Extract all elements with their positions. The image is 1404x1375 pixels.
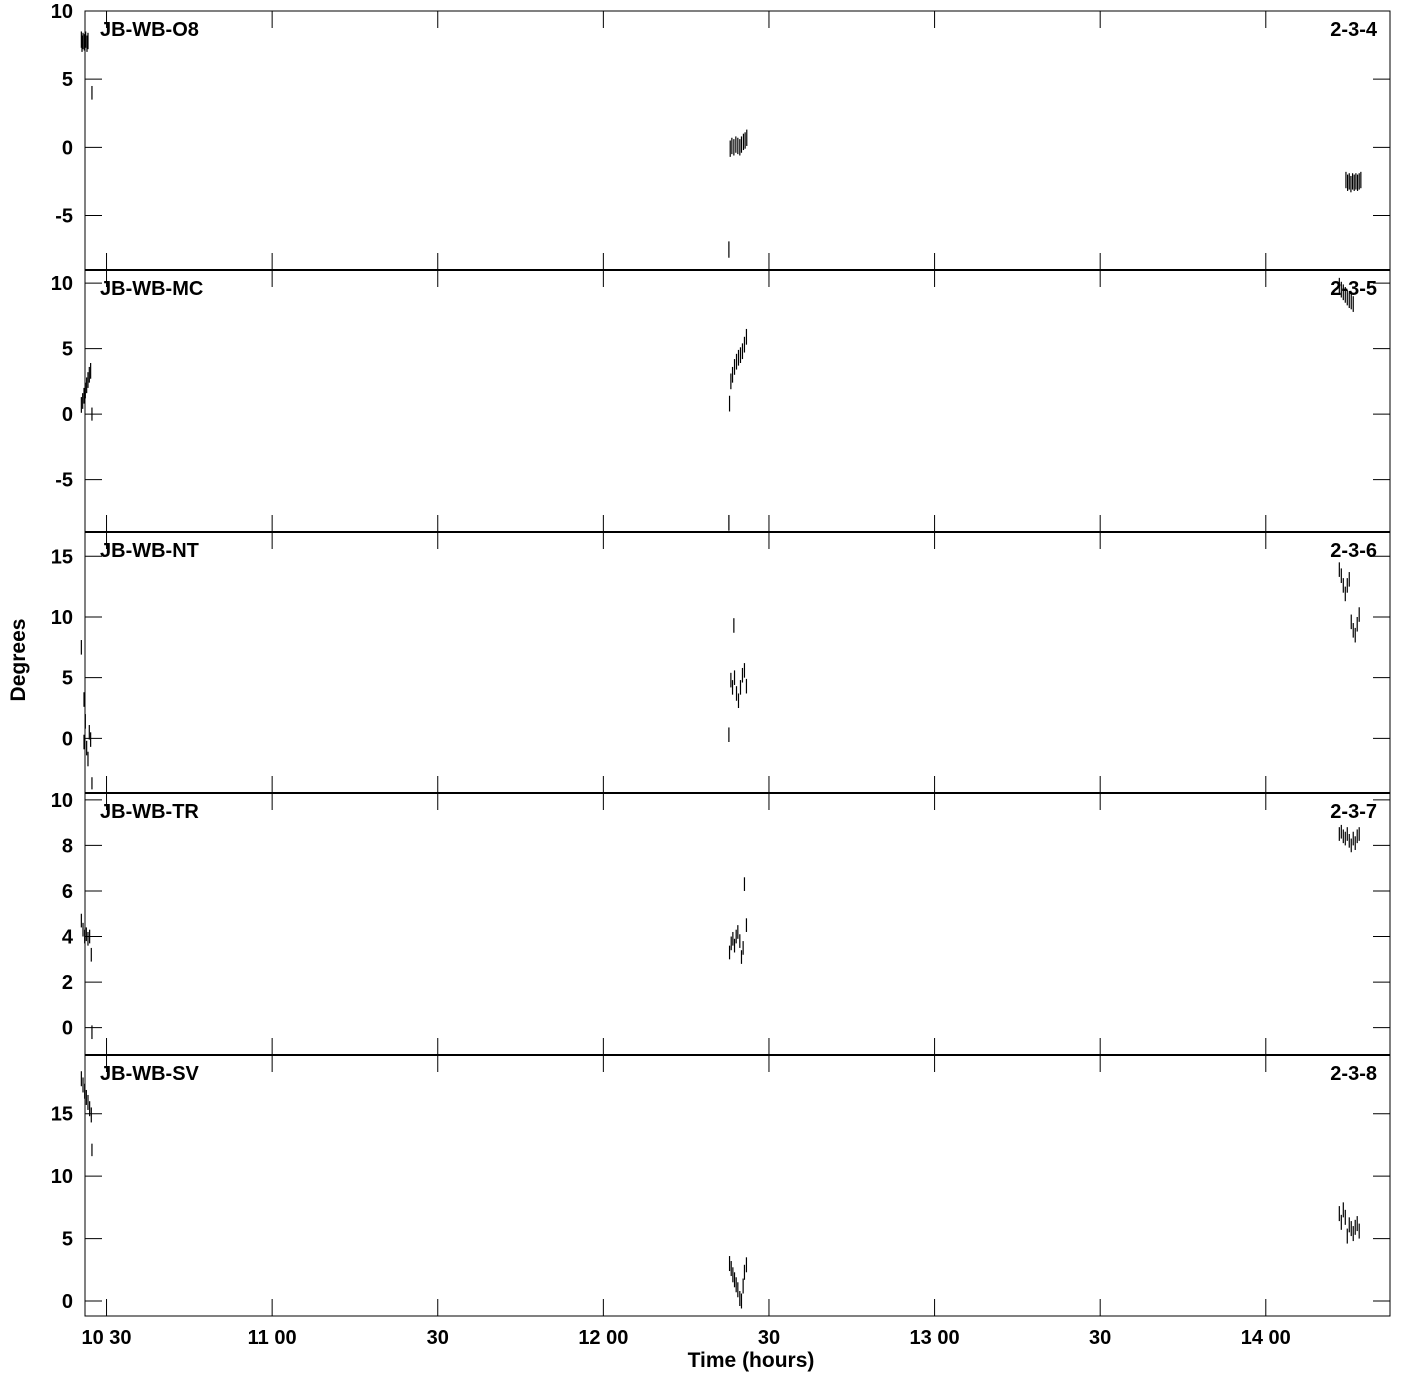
chart-panels: -5 0 5 10 JB-WB-O8 2-3-4 -5 0 5 10 JB-WB-MC 2-3-5 0 5… (51, 1, 1391, 1349)
y-tick-label: 8 (62, 835, 73, 857)
y-tick-label: 15 (51, 546, 73, 568)
y-tick-label: 2 (62, 972, 73, 994)
y-tick-label: 15 (51, 1104, 73, 1126)
y-tick-label: 0 (62, 1018, 73, 1040)
baseline-label: JB-WB-SV (100, 1063, 200, 1085)
y-tick-label: 5 (62, 339, 73, 361)
y-tick-label: 0 (62, 137, 73, 159)
x-tick-label: 30 (758, 1327, 780, 1349)
y-tick-label: -5 (55, 470, 73, 492)
baseline-label: JB-WB-O8 (100, 19, 199, 41)
panel-id-label: 2-3-5 (1330, 278, 1377, 300)
y-tick-label: 4 (62, 927, 74, 949)
x-tick-label: 14 00 (1241, 1327, 1291, 1349)
y-axis-title: Degrees (7, 619, 30, 702)
panel-id-label: 2-3-8 (1330, 1063, 1377, 1085)
y-tick-label: 10 (51, 1166, 73, 1188)
panel-2-3-8: 0 5 10 15 JB-WB-SV 2-3-8 (51, 1054, 1391, 1317)
panel-2-3-4: -5 0 5 10 JB-WB-O8 2-3-4 (51, 1, 1391, 271)
y-tick-label: 0 (62, 404, 73, 426)
panel-id-label: 2-3-6 (1330, 540, 1377, 562)
baseline-label: JB-WB-TR (100, 801, 199, 823)
y-tick-label: 0 (62, 1291, 73, 1313)
y-tick-label: 10 (51, 607, 73, 629)
x-tick-label: 30 (427, 1327, 449, 1349)
panel-2-3-6: 0 5 10 15 JB-WB-NT 2-3-6 (51, 531, 1391, 794)
y-tick-label: 10 (51, 273, 73, 295)
x-tick-label: 10 30 (81, 1327, 131, 1349)
panel-id-label: 2-3-4 (1330, 19, 1378, 41)
y-tick-label: 10 (51, 790, 73, 812)
y-tick-label: 5 (62, 668, 73, 690)
y-tick-label: -5 (55, 205, 73, 227)
baseline-label: JB-WB-MC (100, 278, 203, 300)
panel-frame (84, 269, 1391, 533)
baseline-label: JB-WB-NT (100, 540, 199, 562)
y-tick-label: 0 (62, 728, 73, 750)
x-tick-label: 12 00 (578, 1327, 628, 1349)
panel-frame (84, 792, 1391, 1056)
x-tick-label: 13 00 (910, 1327, 960, 1349)
x-axis-title: Time (hours) (688, 1349, 815, 1372)
x-tick-label: 11 00 (248, 1327, 297, 1349)
panel-frame (84, 1054, 1391, 1317)
panel-2-3-7: 0 2 4 6 8 10 JB-WB-TR 2-3-7 (51, 790, 1391, 1056)
x-tick-label: 30 (1089, 1327, 1111, 1349)
panel-2-3-5: -5 0 5 10 JB-WB-MC 2-3-5 (51, 269, 1391, 533)
panel-id-label: 2-3-7 (1330, 801, 1377, 823)
y-tick-label: 5 (62, 1229, 73, 1251)
y-tick-label: 10 (51, 1, 73, 23)
y-tick-label: 6 (62, 881, 73, 903)
panel-frame (84, 531, 1391, 794)
y-tick-label: 5 (62, 69, 73, 91)
